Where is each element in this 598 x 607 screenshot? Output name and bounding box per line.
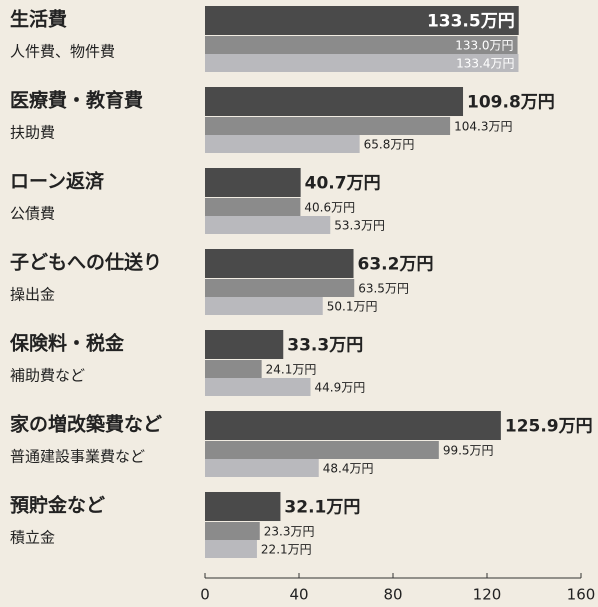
value-label: 48.4万円 <box>323 462 374 476</box>
bar <box>205 279 355 297</box>
bar <box>205 168 301 197</box>
x-tick-label: 0 <box>200 586 210 604</box>
bar <box>205 216 331 234</box>
bar <box>205 297 323 315</box>
sub-label: 公債費 <box>10 205 55 223</box>
bar <box>205 330 284 359</box>
sub-label: 扶助費 <box>10 124 55 142</box>
category-label: 子どもへの仕送り <box>10 251 162 274</box>
bar <box>205 54 519 72</box>
value-label: 63.5万円 <box>358 282 409 296</box>
value-label: 44.9万円 <box>315 381 366 395</box>
bar <box>205 522 260 540</box>
bar <box>205 36 518 54</box>
value-label: 133.5万円 <box>427 12 515 32</box>
category-label: 生活費 <box>10 8 67 31</box>
bar <box>205 378 311 396</box>
bar <box>205 249 354 278</box>
x-tick-label: 40 <box>289 586 308 604</box>
bar <box>205 6 519 35</box>
sub-label: 操出金 <box>10 286 55 304</box>
bar <box>205 117 451 135</box>
sub-label: 人件費、物件費 <box>10 43 115 61</box>
value-label: 65.8万円 <box>364 138 415 152</box>
value-label: 50.1万円 <box>327 300 378 314</box>
category-label: 保険料・税金 <box>9 332 125 355</box>
value-label: 99.5万円 <box>443 444 494 458</box>
category-label: 家の増改築費など <box>10 413 162 436</box>
value-label: 63.2万円 <box>358 255 434 275</box>
x-tick-label: 160 <box>567 586 596 604</box>
bar <box>205 135 360 153</box>
sub-label: 普通建設事業費など <box>10 448 145 466</box>
bar <box>205 411 501 440</box>
value-label: 33.3万円 <box>287 336 363 356</box>
value-label: 32.1万円 <box>284 498 360 518</box>
bar <box>205 459 319 477</box>
category-label: 医療費・教育費 <box>10 89 143 112</box>
value-label: 23.3万円 <box>264 525 315 539</box>
value-label: 22.1万円 <box>261 543 312 557</box>
value-label: 40.6万円 <box>304 201 355 215</box>
category-label: 預貯金など <box>10 494 105 517</box>
bar <box>205 540 257 558</box>
category-label: ローン返済 <box>10 170 105 193</box>
value-label: 133.4万円 <box>456 57 514 71</box>
value-label: 109.8万円 <box>467 93 555 113</box>
x-tick-label: 120 <box>473 586 502 604</box>
value-label: 133.0万円 <box>455 39 513 53</box>
sub-label: 補助費など <box>10 367 85 385</box>
value-label: 40.7万円 <box>305 174 381 194</box>
value-label: 24.1万円 <box>266 363 317 377</box>
bar <box>205 198 301 216</box>
bar <box>205 87 464 116</box>
x-tick-label: 80 <box>383 586 402 604</box>
bar <box>205 360 262 378</box>
value-label: 104.3万円 <box>454 120 512 134</box>
bar <box>205 492 281 521</box>
value-label: 53.3万円 <box>334 219 385 233</box>
bar <box>205 441 439 459</box>
value-label: 125.9万円 <box>505 417 593 437</box>
sub-label: 積立金 <box>10 529 55 547</box>
